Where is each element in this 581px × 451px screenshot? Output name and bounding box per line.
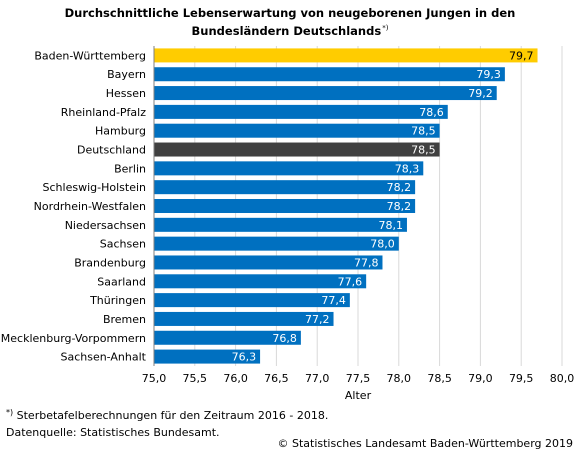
data-source: Datenquelle: Statistisches Bundesamt. — [6, 426, 220, 439]
value-label: 77,8 — [354, 256, 379, 269]
footnote: *) Sterbetafelberechnungen für den Zeitr… — [6, 408, 328, 422]
x-tick-labels: 75,0 75,5 76,0 76,5 77,0 77,5 78,0 78,5 79,0 79,5… — [142, 372, 575, 385]
value-label: 77,6 — [338, 275, 363, 288]
category-label: Mecklenburg-Vorpommern — [1, 332, 146, 345]
x-tick-label: 76,5 — [264, 372, 289, 385]
category-label: Niedersachsen — [65, 219, 146, 232]
bar — [154, 67, 505, 82]
footnote-text: Sterbetafelberechnungen für den Zeitraum… — [16, 409, 329, 422]
value-label: 79,2 — [468, 87, 493, 100]
category-label: Sachsen — [100, 238, 146, 251]
x-tick-label: 75,5 — [183, 372, 208, 385]
category-label: Deutschland — [77, 144, 146, 157]
value-label: 78,3 — [395, 162, 420, 175]
category-label: Thüringen — [89, 294, 146, 307]
value-label: 78,1 — [378, 219, 403, 232]
category-label: Rheinland-Pfalz — [61, 106, 146, 119]
bar — [154, 274, 367, 289]
category-label: Berlin — [114, 162, 146, 175]
bar — [154, 293, 350, 308]
value-label: 79,7 — [509, 49, 534, 62]
chart-title-line-2: Bundesländern Deutschlands*) — [60, 21, 520, 39]
category-label: Bayern — [107, 68, 146, 81]
chart-title: Durchschnittliche Lebenserwartung von ne… — [60, 6, 520, 39]
title-footnote-marker: *) — [382, 24, 389, 32]
value-label: 78,2 — [387, 200, 412, 213]
bar — [154, 236, 399, 251]
bar — [154, 255, 383, 270]
bar — [154, 123, 440, 138]
category-label: Hamburg — [95, 125, 146, 138]
category-labels: Baden-Württemberg Bayern Hessen Rheinland-P… — [1, 49, 147, 363]
bar — [154, 180, 416, 195]
bar — [154, 330, 301, 345]
bar — [154, 142, 440, 157]
bar — [154, 311, 334, 326]
x-tick-label: 76,0 — [223, 372, 248, 385]
value-label: 76,8 — [272, 332, 297, 345]
x-tick-label: 79,5 — [509, 372, 534, 385]
category-label: Hessen — [106, 87, 146, 100]
x-tick-label: 79,0 — [468, 372, 493, 385]
bar — [154, 349, 261, 364]
x-tick-label: 78,5 — [427, 372, 452, 385]
chart-title-line-2-text: Bundesländern Deutschlands — [191, 24, 382, 38]
value-labels: 79,7 79,3 79,2 78,6 78,5 78,5 78,3 78,2 78,2 78,1… — [232, 49, 534, 363]
x-tick-label: 77,0 — [305, 372, 330, 385]
bar — [154, 199, 416, 213]
category-label: Schleswig-Holstein — [43, 181, 146, 194]
bar — [154, 217, 407, 232]
value-label: 78,0 — [370, 238, 395, 251]
value-label: 78,5 — [411, 125, 436, 138]
category-label: Baden-Württemberg — [34, 49, 146, 62]
x-tick-label: 80,0 — [550, 372, 575, 385]
copyright: © Statistisches Landesamt Baden-Württemb… — [277, 437, 573, 450]
x-tick-label: 77,5 — [346, 372, 371, 385]
footnote-marker: *) — [6, 408, 14, 417]
value-label: 78,2 — [387, 181, 412, 194]
value-label: 79,3 — [476, 68, 501, 81]
value-label: 78,5 — [411, 144, 436, 157]
chart-title-line-1: Durchschnittliche Lebenserwartung von ne… — [64, 6, 516, 20]
category-label: Nordrhein-Westfalen — [34, 200, 146, 213]
bar — [154, 161, 424, 176]
category-label: Saarland — [97, 275, 146, 288]
x-tick-label: 75,0 — [142, 372, 167, 385]
category-label: Bremen — [103, 313, 146, 326]
value-label: 77,4 — [321, 294, 346, 307]
category-label: Brandenburg — [74, 256, 146, 269]
bar — [154, 86, 497, 101]
bars — [154, 48, 538, 364]
bar — [154, 104, 448, 119]
category-label: Sachsen-Anhalt — [60, 351, 146, 364]
bar — [154, 48, 538, 63]
value-label: 78,6 — [419, 106, 444, 119]
value-label: 77,2 — [305, 313, 330, 326]
value-label: 76,3 — [232, 351, 257, 364]
x-axis-label: Alter — [345, 389, 372, 402]
x-tick-label: 78,0 — [387, 372, 412, 385]
